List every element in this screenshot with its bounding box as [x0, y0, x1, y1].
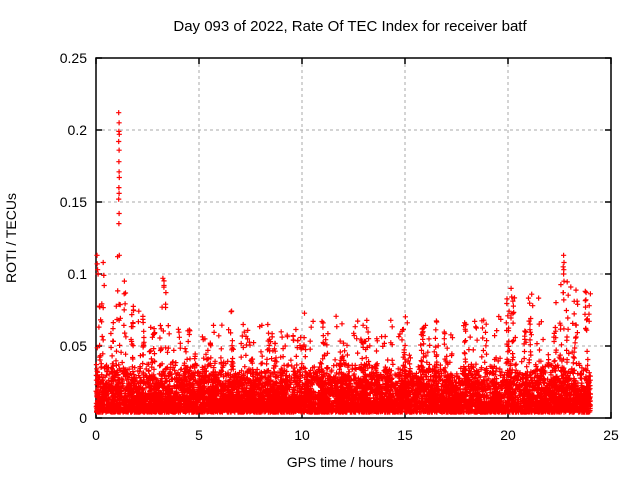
tick-labels: 0 5 10 15 20 25 0 0.05 0.1 0.15 0.2 0.25: [60, 50, 619, 443]
x-tick-label: 20: [500, 427, 516, 443]
y-tick-label: 0.15: [60, 194, 87, 210]
chart-title: Day 093 of 2022, Rate Of TEC Index for r…: [173, 18, 527, 35]
x-tick-label: 5: [195, 427, 203, 443]
roti-data-points: [93, 110, 593, 415]
scatter-points: [93, 110, 593, 415]
x-axis-label: GPS time / hours: [287, 454, 394, 470]
y-tick-label: 0: [79, 410, 87, 426]
grid-lines: [96, 58, 611, 418]
x-tick-label: 10: [294, 427, 310, 443]
x-tick-label: 15: [397, 427, 413, 443]
y-tick-label: 0.2: [68, 122, 88, 138]
x-tick-label: 25: [603, 427, 619, 443]
y-tick-label: 0.25: [60, 50, 87, 66]
y-tick-label: 0.05: [60, 338, 87, 354]
y-axis-label: ROTI / TECUs: [3, 193, 19, 283]
y-tick-label: 0.1: [68, 266, 88, 282]
x-tick-label: 0: [92, 427, 100, 443]
